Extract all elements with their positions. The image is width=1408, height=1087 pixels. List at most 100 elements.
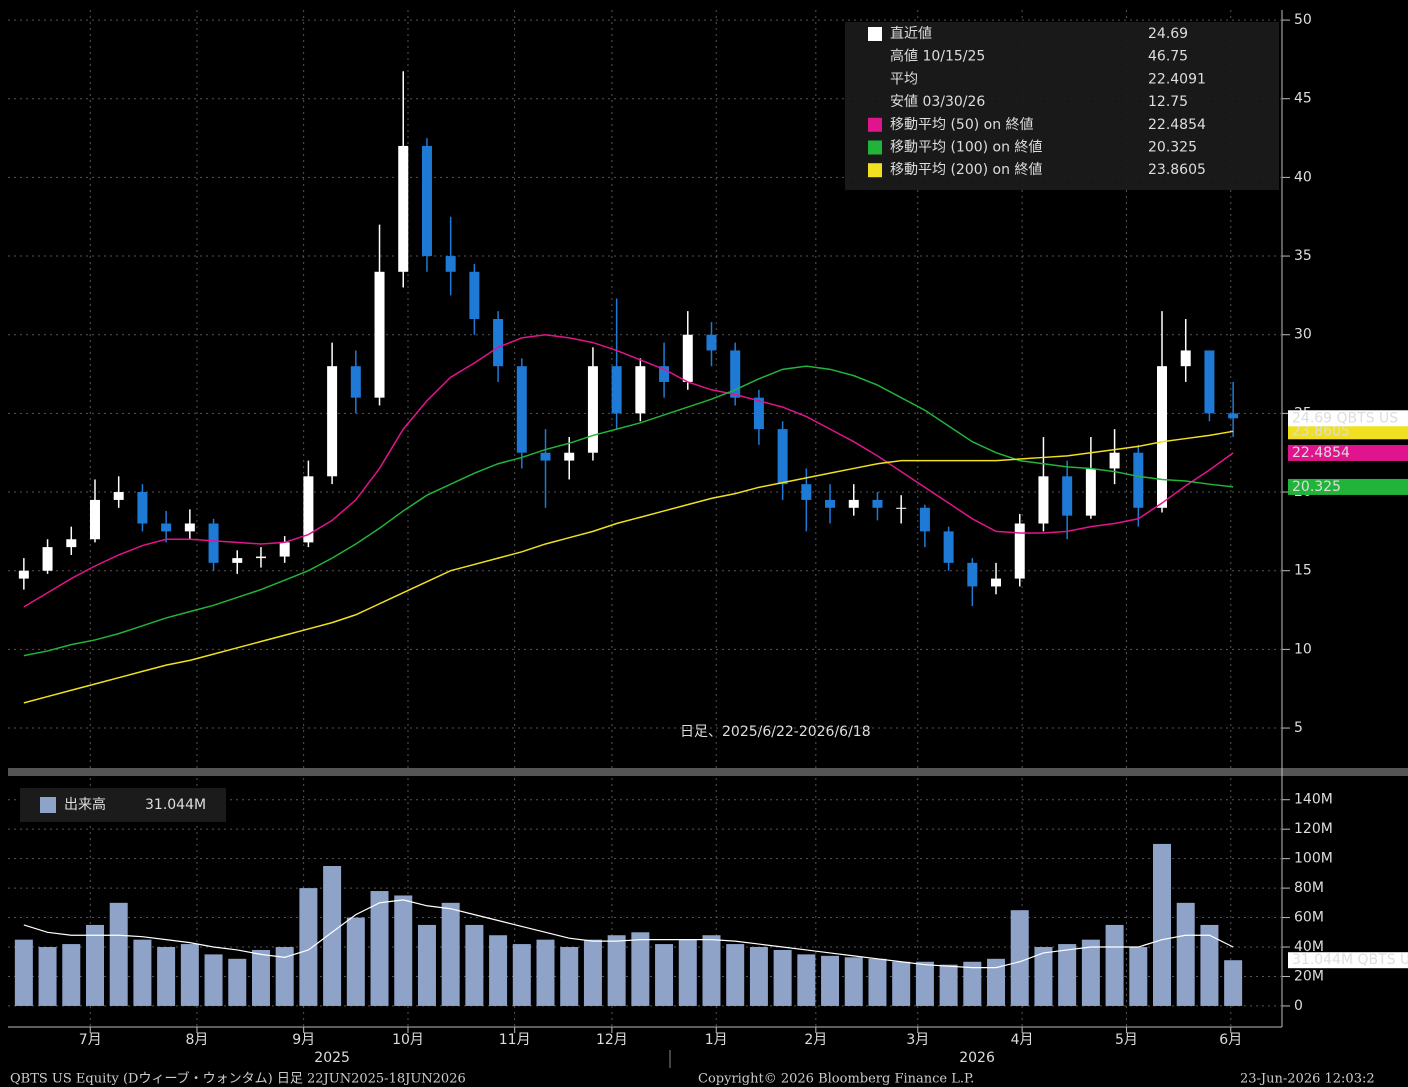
candle-body (564, 452, 575, 461)
candle-body (445, 256, 456, 272)
volume-bar (773, 949, 792, 1006)
y-tick-label: 60M (1294, 910, 1324, 926)
moving-average (23, 430, 1234, 704)
legend-box (845, 22, 1279, 190)
legend-swatch (868, 117, 882, 132)
volume-bar (1105, 924, 1124, 1006)
x-tick-label: 4月 (1011, 1032, 1034, 1048)
volume-bar (560, 947, 579, 1006)
volume-bar (109, 902, 128, 1006)
legend-label: 平均 (890, 71, 918, 87)
y-tick-label: 5 (1294, 720, 1303, 736)
candle-body (1204, 350, 1215, 414)
candle-body (421, 145, 432, 257)
candle-body (161, 523, 172, 532)
candle-body (730, 350, 741, 398)
legend-swatch (868, 140, 882, 155)
candle-body (137, 492, 148, 524)
ma200-tag: 23.8605 (1292, 423, 1350, 439)
candle-body (350, 366, 361, 398)
volume-bar (963, 961, 982, 1006)
candle-body (374, 271, 385, 398)
candle-body (872, 499, 883, 508)
y-tick-label: 35 (1294, 248, 1312, 264)
volume-bar (1200, 924, 1219, 1006)
candle-body (659, 366, 670, 382)
legend-value: 31.044M (145, 797, 206, 813)
legend-label: 移動平均 (100) on 終値 (890, 140, 1042, 156)
x-tick-label: 8月 (185, 1032, 208, 1048)
volume-bar (1153, 843, 1172, 1006)
volume-bar (38, 947, 57, 1006)
candle-body (208, 523, 219, 563)
candle-body (18, 570, 29, 579)
candle-body (42, 547, 53, 571)
x-tick-label: 11月 (499, 1032, 531, 1048)
legend-label: 安値 03/30/26 (890, 94, 985, 110)
volume-bar (14, 939, 33, 1006)
x-tick-label: 2月 (804, 1032, 827, 1048)
candle-body (635, 366, 646, 414)
panel-divider (8, 768, 1408, 776)
volume-bar (133, 939, 152, 1006)
volume-bar (1129, 947, 1148, 1006)
candle-body (1157, 366, 1168, 508)
volume-bar (655, 944, 674, 1006)
x-tick-label: 1月 (705, 1032, 728, 1048)
candle-body (113, 492, 124, 500)
candle-body (1228, 413, 1239, 419)
y-tick-label: 50 (1294, 12, 1312, 28)
volume-bar (346, 917, 365, 1006)
volume-bar (1010, 910, 1029, 1006)
legend-value: 20.325 (1148, 140, 1197, 156)
ma50-tag-bg (1288, 444, 1408, 461)
volume-bar (417, 924, 436, 1006)
candle-body (398, 145, 409, 272)
candle-body (469, 271, 480, 319)
volume-bar (251, 949, 270, 1006)
candle-body (1038, 476, 1049, 524)
legend-label: 出来高 (64, 796, 106, 813)
moving-average (23, 333, 1234, 608)
volume-bar (157, 947, 176, 1006)
volume-bar (1224, 960, 1243, 1006)
legend-swatch (868, 163, 882, 178)
candle-body (991, 578, 1002, 587)
volume-bar (536, 939, 555, 1006)
volume-bar (1058, 944, 1077, 1006)
candle-body (967, 562, 978, 587)
x-tick-label: 3月 (906, 1032, 929, 1048)
candle-body (66, 539, 77, 548)
x-tick-label: 6月 (1219, 1032, 1242, 1048)
volume-bar (1176, 902, 1195, 1006)
x-tick-label: 10月 (392, 1032, 424, 1048)
volume-bar (844, 957, 863, 1006)
volume-bar (465, 924, 484, 1006)
volume-bar (204, 954, 223, 1006)
volume-bar (180, 944, 199, 1006)
legend-value: 12.75 (1148, 94, 1188, 110)
volume-bar (512, 944, 531, 1006)
volume-bar (583, 939, 602, 1006)
x-tick-label: 12月 (596, 1032, 628, 1048)
candle-body (919, 507, 930, 532)
volume-bar (323, 866, 342, 1006)
year-label: 2025 (314, 1050, 350, 1066)
x-tick-label: 5月 (1115, 1032, 1138, 1048)
y-tick-label: 15 (1294, 563, 1312, 579)
y-tick-label: 120M (1294, 821, 1333, 837)
candle-body (706, 334, 717, 351)
footer-left: QBTS US Equity (Dウィーブ・ウォンタム) 日足 22JUN202… (10, 1071, 466, 1087)
volume-average (23, 899, 1234, 969)
candle-body (327, 366, 338, 477)
volume-tag: 31.044M QBTS US (1292, 952, 1408, 968)
candle-body (1109, 452, 1120, 469)
legend-label: 高値 10/15/25 (890, 48, 985, 65)
candle-body (255, 556, 266, 559)
y-tick-label: 30 (1294, 327, 1312, 343)
volume-bar (1081, 939, 1100, 1006)
candle-body (1014, 523, 1025, 579)
legend-label: 移動平均 (50) on 終値 (890, 117, 1034, 133)
volume-bar (915, 961, 934, 1006)
